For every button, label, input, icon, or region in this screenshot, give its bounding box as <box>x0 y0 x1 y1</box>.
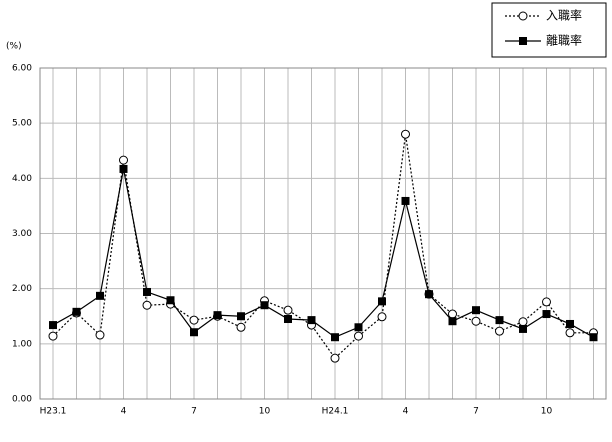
point <box>283 305 293 315</box>
point <box>213 311 222 320</box>
point <box>166 296 175 305</box>
point <box>425 290 433 299</box>
y-tick-label: 2.00 <box>12 284 32 294</box>
point <box>378 297 386 306</box>
legend-label: 離職率 <box>546 33 582 48</box>
point <box>448 317 457 326</box>
legend-box <box>491 2 607 58</box>
x-tick-label: 10 <box>259 407 271 417</box>
point <box>542 310 551 319</box>
point <box>495 316 504 325</box>
x-tick-label: H23.1 <box>40 407 67 417</box>
point <box>472 306 480 315</box>
point <box>495 326 504 336</box>
point <box>142 300 152 310</box>
point <box>307 316 316 325</box>
series-line <box>52 168 594 338</box>
legend-marker <box>518 11 528 21</box>
point <box>96 291 104 300</box>
point <box>237 312 245 321</box>
point <box>566 319 574 328</box>
point <box>236 322 246 332</box>
point <box>519 324 527 333</box>
point <box>354 331 363 341</box>
point <box>377 312 387 322</box>
point <box>518 317 528 327</box>
point <box>542 297 551 307</box>
y-tick-label: 4.00 <box>12 174 32 184</box>
y-tick-label: 6.00 <box>12 64 32 74</box>
y-tick-label: 0.00 <box>12 395 32 405</box>
point <box>330 353 340 363</box>
point <box>49 321 57 330</box>
unit-label: (%) <box>6 42 22 52</box>
point <box>189 315 199 325</box>
point <box>190 328 198 337</box>
point <box>354 323 363 332</box>
point <box>401 129 410 139</box>
point <box>401 196 410 205</box>
point <box>448 309 457 319</box>
point <box>471 316 481 326</box>
legend-marker <box>519 37 527 45</box>
point <box>284 315 292 324</box>
point <box>95 330 105 340</box>
point <box>331 333 339 342</box>
point <box>119 164 128 173</box>
x-tick-label: 7 <box>191 407 197 417</box>
x-tick-label: 7 <box>473 407 479 417</box>
point <box>143 287 151 296</box>
x-tick-label: 4 <box>403 407 409 417</box>
point <box>260 301 269 310</box>
plot-area <box>39 67 607 400</box>
point <box>119 155 128 165</box>
legend-label: 入職率 <box>546 8 582 23</box>
x-tick-label: 4 <box>121 407 127 417</box>
y-tick-label: 5.00 <box>12 119 32 129</box>
point <box>565 328 575 338</box>
x-tick-label: H24.1 <box>322 407 349 417</box>
point <box>48 331 58 341</box>
y-tick-label: 1.00 <box>12 339 32 349</box>
y-tick-label: 3.00 <box>12 229 32 239</box>
point <box>72 307 81 316</box>
point <box>589 333 598 342</box>
x-tick-label: 10 <box>541 407 553 417</box>
